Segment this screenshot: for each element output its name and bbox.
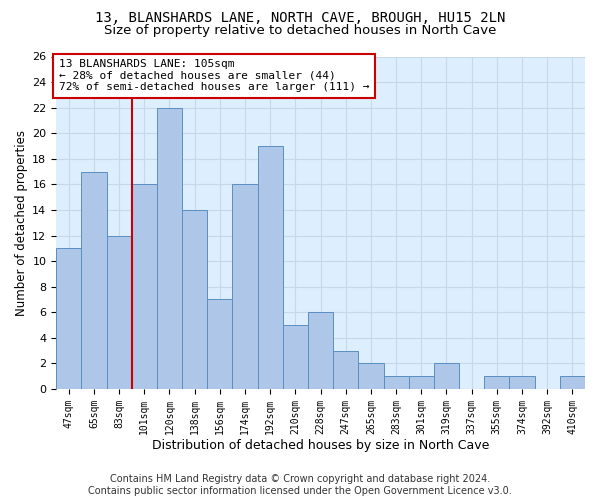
Bar	[484, 376, 509, 389]
Bar	[383, 376, 409, 389]
Bar	[434, 364, 459, 389]
Bar	[257, 146, 283, 389]
Bar	[207, 300, 232, 389]
Bar	[157, 108, 182, 389]
Bar	[131, 184, 157, 389]
Bar	[333, 350, 358, 389]
Y-axis label: Number of detached properties: Number of detached properties	[15, 130, 28, 316]
Bar	[182, 210, 207, 389]
Text: Contains HM Land Registry data © Crown copyright and database right 2024.
Contai: Contains HM Land Registry data © Crown c…	[88, 474, 512, 496]
Bar	[232, 184, 257, 389]
Bar	[56, 248, 82, 389]
Bar	[409, 376, 434, 389]
Text: 13 BLANSHARDS LANE: 105sqm
← 28% of detached houses are smaller (44)
72% of semi: 13 BLANSHARDS LANE: 105sqm ← 28% of deta…	[59, 59, 369, 92]
Bar	[560, 376, 585, 389]
Bar	[82, 172, 107, 389]
Bar	[308, 312, 333, 389]
Bar	[358, 364, 383, 389]
Bar	[509, 376, 535, 389]
Bar	[283, 325, 308, 389]
Text: Size of property relative to detached houses in North Cave: Size of property relative to detached ho…	[104, 24, 496, 37]
X-axis label: Distribution of detached houses by size in North Cave: Distribution of detached houses by size …	[152, 440, 489, 452]
Text: 13, BLANSHARDS LANE, NORTH CAVE, BROUGH, HU15 2LN: 13, BLANSHARDS LANE, NORTH CAVE, BROUGH,…	[95, 12, 505, 26]
Bar	[107, 236, 131, 389]
